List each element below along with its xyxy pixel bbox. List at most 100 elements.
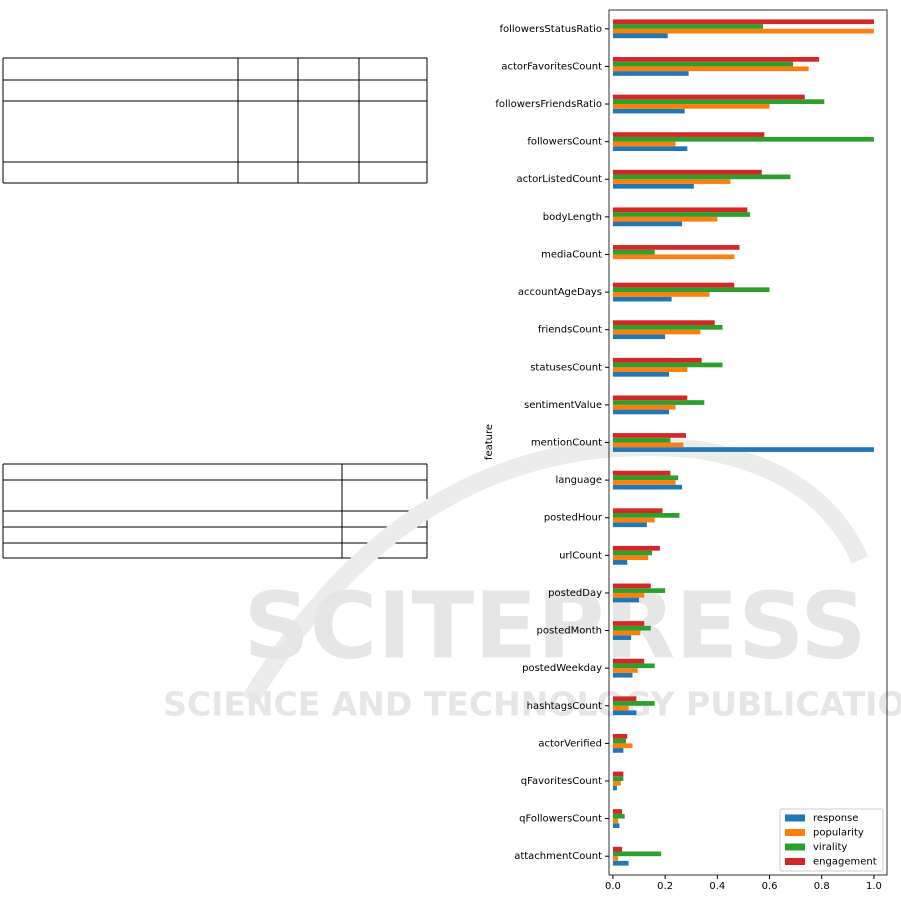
y-axis-label: feature (484, 424, 495, 460)
x-tick-label: 0.6 (762, 881, 778, 892)
bar (612, 470, 671, 476)
legend-label: engagement (813, 857, 877, 868)
bar (612, 19, 874, 25)
bar (612, 625, 651, 631)
bar (612, 545, 660, 551)
x-tick-label: 0.0 (605, 881, 621, 892)
y-tick-label: accountAgeDays (518, 287, 602, 298)
bar (612, 94, 805, 100)
bar (612, 169, 762, 175)
y-tick-label: sentimentValue (524, 400, 602, 411)
bar (612, 282, 735, 288)
y-tick-label: attachmentCount (514, 851, 602, 862)
y-tick-label: postedMonth (537, 626, 602, 637)
watermark-title: SCITEPRESS (243, 572, 866, 679)
legend-swatch (785, 829, 805, 836)
bar (612, 480, 676, 485)
legend-label: virality (813, 842, 847, 853)
bar (612, 621, 645, 626)
x-tick-label: 1.0 (866, 881, 882, 892)
legend-box (779, 808, 884, 872)
bar (612, 404, 676, 410)
bar (612, 371, 670, 377)
y-tick-label: actorFavoritesCount (501, 61, 602, 72)
bar (612, 24, 764, 29)
bar (612, 522, 647, 528)
y-tick-label: qFollowersCount (519, 814, 602, 825)
y-tick-label: followersFriendsRatio (495, 99, 602, 110)
bar (612, 630, 641, 636)
x-tick-label: 0.4 (709, 881, 725, 892)
y-tick-label: language (555, 475, 602, 486)
y-tick-label: followersCount (527, 137, 602, 148)
bar (612, 813, 625, 819)
bar (612, 320, 715, 325)
x-tick-label: 0.2 (657, 881, 673, 892)
bar (612, 517, 655, 523)
bar (612, 437, 671, 443)
y-tick-label: actorVerified (538, 738, 602, 749)
bar (612, 296, 672, 302)
bar (612, 433, 687, 438)
y-tick-label: actorListedCount (517, 174, 603, 185)
bar (612, 132, 765, 137)
watermark-subtitle: SCIENCE AND TECHNOLOGY PUBLICATIONS (163, 685, 901, 724)
bar (612, 400, 705, 405)
bar (612, 560, 628, 565)
bar (612, 513, 680, 518)
y-tick-label: qFavoritesCount (521, 776, 602, 787)
bar (612, 245, 740, 250)
y-tick-label: urlCount (559, 550, 602, 561)
bar (612, 329, 701, 335)
bar (612, 249, 655, 255)
bar (612, 28, 874, 34)
bar (612, 221, 683, 227)
legend-swatch (785, 858, 805, 865)
bar (612, 174, 791, 180)
bar (612, 738, 626, 744)
table-outline (2, 463, 428, 559)
bar (612, 71, 689, 76)
bar (612, 710, 637, 716)
bar (612, 66, 809, 72)
bar (612, 668, 638, 673)
bar (612, 183, 694, 189)
bar (612, 357, 702, 363)
bar (612, 216, 718, 222)
bar (612, 635, 632, 640)
y-tick-label: statusesCount (530, 362, 602, 373)
bar (612, 442, 684, 448)
bar (612, 658, 645, 664)
bar (612, 550, 653, 556)
bar (612, 823, 620, 828)
bar (612, 475, 679, 481)
bar (612, 743, 633, 749)
bar (612, 696, 637, 702)
y-tick-label: bodyLength (543, 212, 602, 223)
y-tick-label: postedHour (544, 513, 603, 524)
bar (612, 818, 619, 824)
bar (612, 785, 617, 791)
bar (612, 860, 629, 866)
bar (612, 597, 640, 603)
bar (612, 33, 668, 39)
bar (612, 395, 688, 401)
bar (612, 212, 750, 217)
bar (612, 324, 723, 330)
bar (612, 583, 651, 589)
bar (612, 780, 621, 786)
y-tick-label: postedDay (548, 588, 602, 599)
y-tick-label: mentionCount (531, 438, 602, 449)
bar (612, 508, 663, 514)
bar (612, 207, 748, 213)
y-tick-label: hashtagsCount (527, 701, 602, 712)
bar (612, 672, 633, 678)
y-tick-label: postedWeekday (522, 663, 602, 674)
bar (612, 146, 688, 152)
y-tick-label: mediaCount (541, 249, 602, 260)
bar (612, 856, 619, 861)
bar (612, 61, 794, 67)
bar (612, 136, 874, 142)
